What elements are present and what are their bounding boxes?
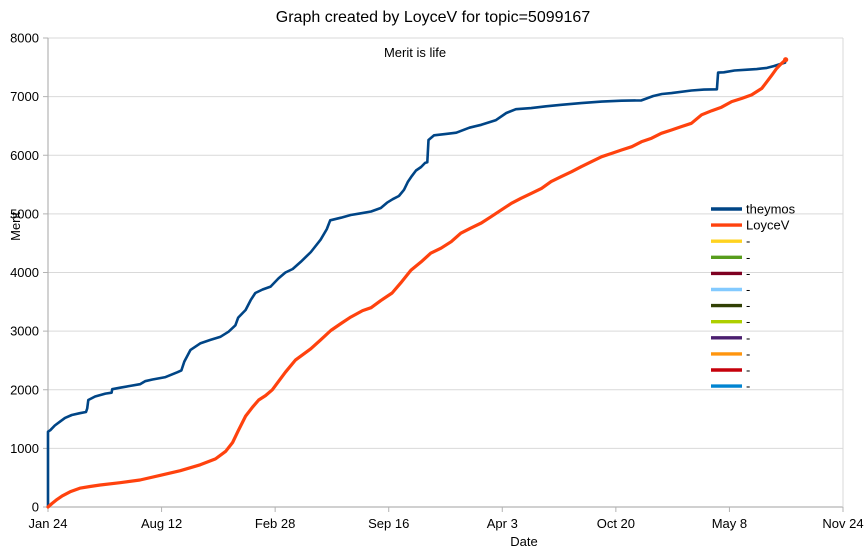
series-line-LoyceV xyxy=(46,58,788,509)
x-tick-label: Aug 12 xyxy=(141,516,182,531)
x-tick-label: May 8 xyxy=(712,516,747,531)
legend-label-empty-3: - xyxy=(746,250,750,265)
series-line-theymos xyxy=(46,61,787,509)
legend-label-empty-2: - xyxy=(746,234,750,249)
x-tick-label: Apr 3 xyxy=(487,516,518,531)
legend-label-theymos: theymos xyxy=(746,202,796,217)
x-tick-label: Nov 24 xyxy=(822,516,863,531)
legend-label-empty-10: - xyxy=(746,363,750,378)
x-tick-label: Jan 24 xyxy=(28,516,67,531)
legend-label-empty-11: - xyxy=(746,379,750,394)
y-tick-label: 3000 xyxy=(10,324,39,339)
x-tick-label: Sep 16 xyxy=(368,516,409,531)
x-axis-title: Date xyxy=(510,534,538,549)
legend-label-empty-5: - xyxy=(746,282,750,297)
legend-label-LoyceV: LoyceV xyxy=(746,218,790,233)
y-tick-label: 1000 xyxy=(10,441,39,456)
chart-subtitle: Merit is life xyxy=(383,45,447,60)
legend-label-empty-9: - xyxy=(746,346,750,361)
y-tick-label: 0 xyxy=(32,500,39,515)
series-end-dot xyxy=(783,57,789,63)
legend-label-empty-4: - xyxy=(746,266,750,281)
y-tick-label: 5000 xyxy=(10,206,39,221)
y-tick-label: 4000 xyxy=(10,265,39,280)
y-tick-label: 7000 xyxy=(10,89,39,104)
y-tick-label: 2000 xyxy=(10,382,39,397)
x-tick-label: Oct 20 xyxy=(597,516,635,531)
y-tick-label: 8000 xyxy=(10,31,39,46)
y-tick-label: 6000 xyxy=(10,148,39,163)
x-tick-label: Feb 28 xyxy=(255,516,295,531)
legend-label-empty-8: - xyxy=(746,330,750,345)
legend-label-empty-7: - xyxy=(746,314,750,329)
chart-title: Graph created by LoyceV for topic=509916… xyxy=(275,9,591,26)
legend-label-empty-6: - xyxy=(746,298,750,313)
